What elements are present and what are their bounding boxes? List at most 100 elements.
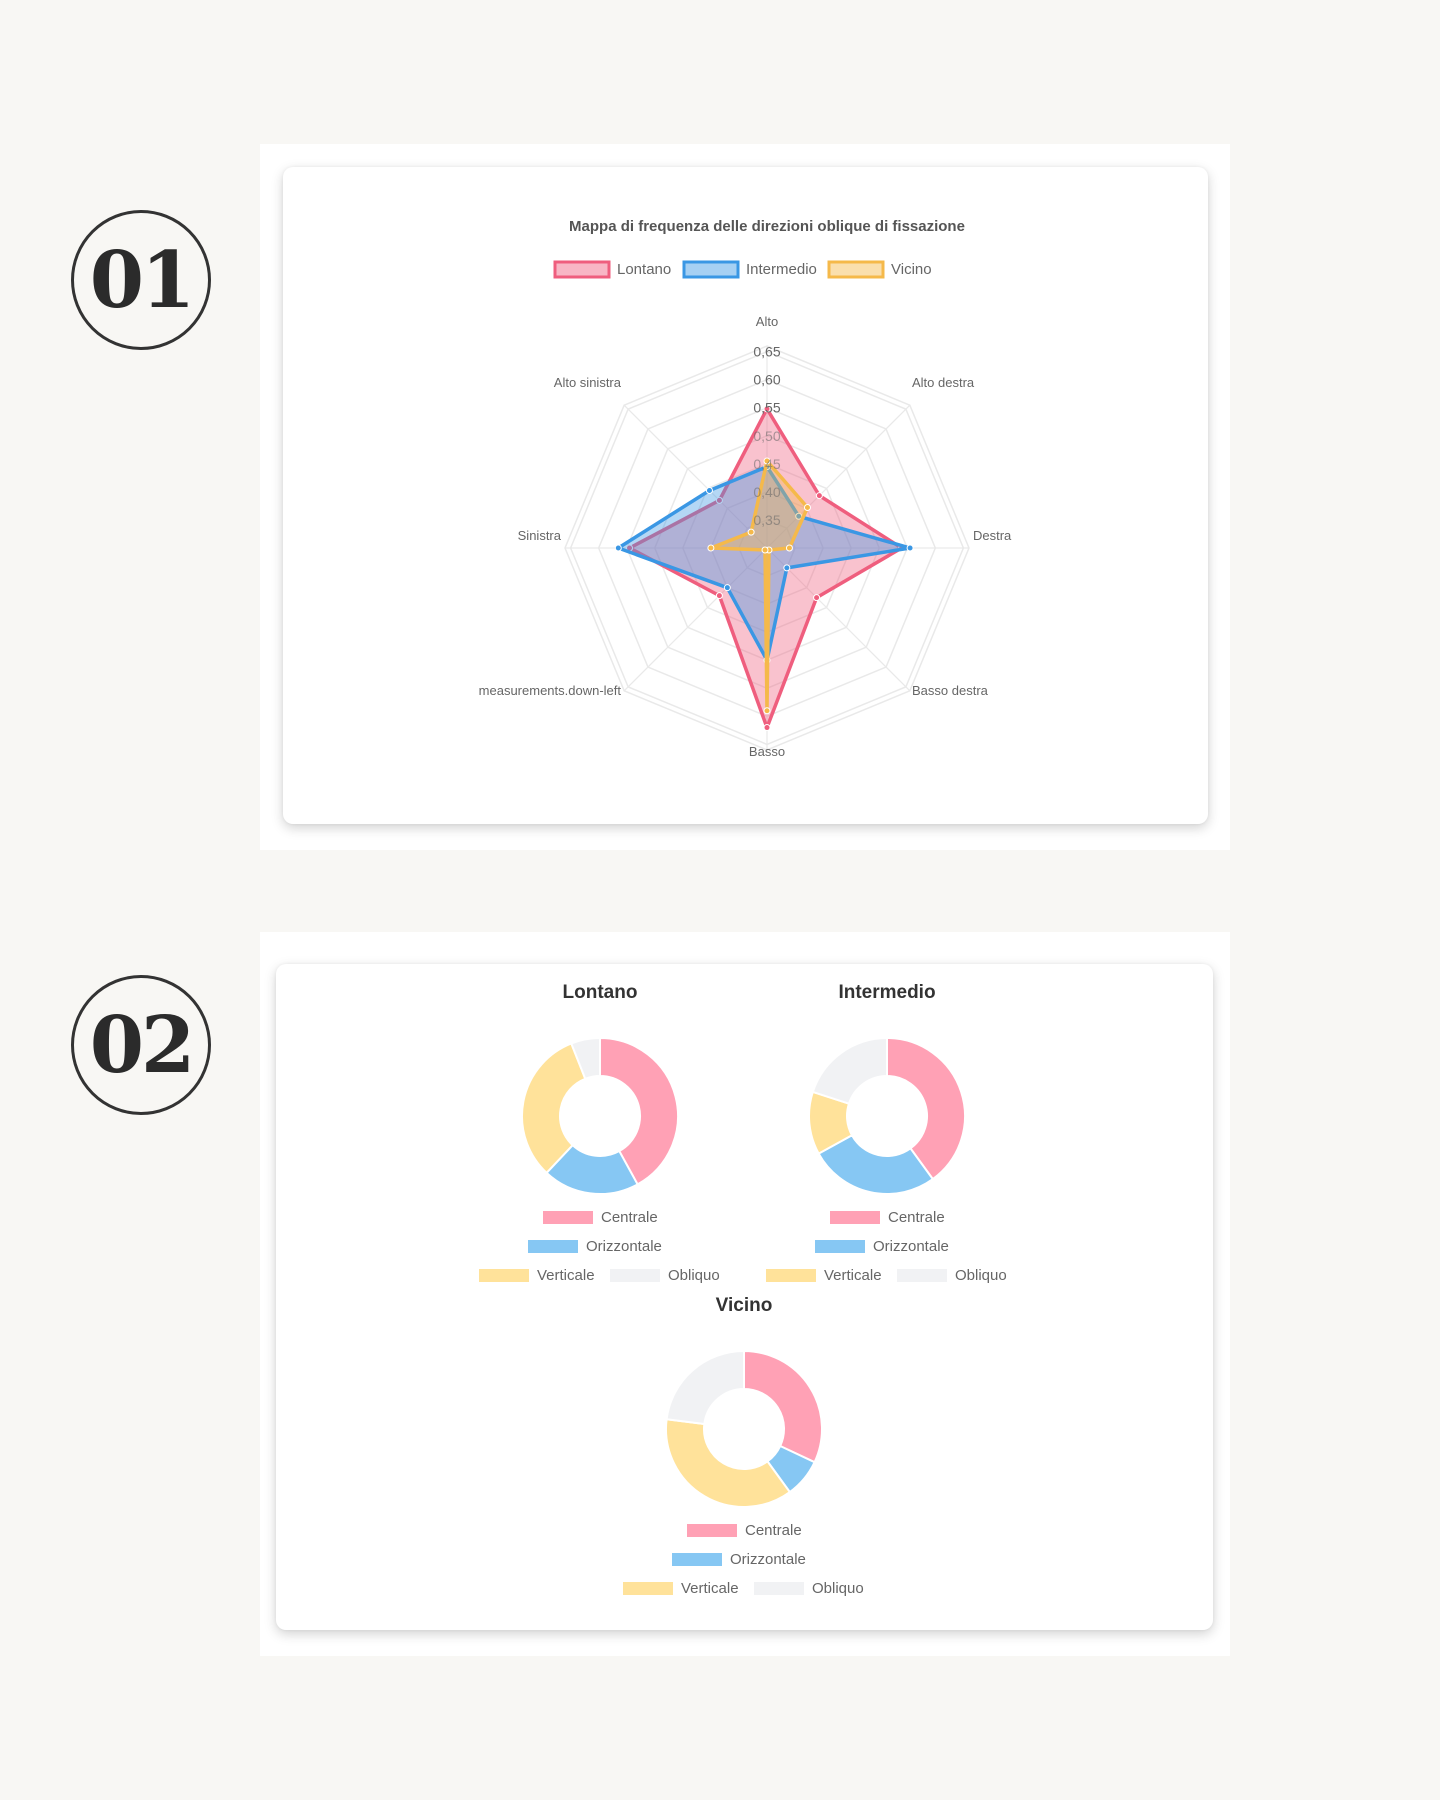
radar-axis-label-alto: Alto: [756, 314, 778, 329]
donut-legend-item-centrale[interactable]: Centrale: [687, 1522, 802, 1539]
radar-axis-label-destra: Destra: [973, 528, 1012, 543]
donut-legend-label: Centrale: [888, 1209, 945, 1226]
radar-point[interactable]: [763, 405, 771, 413]
radar-spoke: [623, 404, 768, 549]
radar-tick-label: 0,55: [753, 400, 780, 416]
donut-legend-item-orizzontale[interactable]: Orizzontale: [815, 1238, 949, 1255]
legend-label: Lontano: [617, 261, 671, 278]
donut-legend-swatch: [479, 1269, 529, 1282]
radar-point[interactable]: [705, 486, 713, 494]
donut-legend-item-centrale[interactable]: Centrale: [543, 1209, 658, 1226]
radar-point[interactable]: [715, 592, 723, 600]
radar-axis-label-alto-destra: Alto destra: [912, 375, 975, 390]
legend-label: Vicino: [891, 261, 932, 278]
radar-point[interactable]: [815, 492, 823, 500]
donut-slice-obliquo[interactable]: [665, 1349, 745, 1426]
donut-legend-item-centrale[interactable]: Centrale: [830, 1209, 945, 1226]
donut-legend-swatch: [672, 1553, 722, 1566]
donut-title: Vicino: [716, 1295, 773, 1316]
radar-point[interactable]: [761, 546, 769, 554]
donut-legend-swatch: [815, 1240, 865, 1253]
legend-swatch: [682, 260, 740, 279]
donut-legend-item-obliquo[interactable]: Obliquo: [610, 1267, 720, 1284]
donut-title: Intermedio: [838, 982, 935, 1003]
radar-axis-label-basso-destra: Basso destra: [912, 683, 989, 698]
legend-swatch: [827, 260, 885, 279]
radar-tick-label: 0,40: [753, 484, 780, 500]
radar-axis-label-measurements-down-left: measurements.down-left: [479, 683, 622, 698]
radar-point[interactable]: [763, 724, 771, 732]
donut-legend-swatch: [754, 1582, 804, 1595]
radar-axis-label-alto-sinistra: Alto sinistra: [554, 375, 622, 390]
radar-point[interactable]: [614, 544, 622, 552]
donut-legend-label: Verticale: [537, 1267, 595, 1284]
donut-chart-vicino: Vicino Centrale Orizzontale Verticale Obliqu…: [623, 1295, 864, 1597]
donut-slice-centrale[interactable]: [743, 1349, 823, 1464]
radar-point[interactable]: [763, 707, 771, 715]
radar-point[interactable]: [715, 496, 723, 504]
radar-series-vicino: [707, 457, 811, 715]
donut-legend-swatch: [766, 1269, 816, 1282]
radar-spoke: [623, 547, 768, 692]
radar-point[interactable]: [747, 528, 755, 536]
donut-legend-swatch: [623, 1582, 673, 1595]
donut-legend-label: Obliquo: [668, 1267, 720, 1284]
donut-legend-swatch: [543, 1211, 593, 1224]
radar-axis-label-sinistra: Sinistra: [518, 528, 562, 543]
radar-tick-label: 0,65: [753, 344, 780, 360]
radar-spoke: [766, 547, 911, 692]
donut-slice-centrale[interactable]: [599, 1036, 679, 1186]
radar-point[interactable]: [763, 457, 771, 465]
radar-title: Mappa di frequenza delle direzioni obliq…: [569, 218, 965, 235]
donut-legend-label: Obliquo: [812, 1580, 864, 1597]
donut-legend-label: Orizzontale: [730, 1551, 806, 1568]
donut-slice-obliquo[interactable]: [569, 1036, 601, 1081]
donut-legend-item-verticale[interactable]: Verticale: [479, 1267, 595, 1284]
section-number-badge-01: 01: [71, 210, 211, 350]
donut-legend-label: Verticale: [681, 1580, 739, 1597]
radar-axis-label-basso: Basso: [749, 744, 785, 759]
radar-point[interactable]: [803, 504, 811, 512]
radar-point[interactable]: [707, 544, 715, 552]
legend-label: Intermedio: [746, 261, 817, 278]
donut-legend-swatch: [830, 1211, 880, 1224]
radar-point[interactable]: [906, 544, 914, 552]
donut-legend-swatch: [610, 1269, 660, 1282]
radar-point[interactable]: [813, 594, 821, 602]
donut-legend-label: Orizzontale: [586, 1238, 662, 1255]
donut-legend-item-verticale[interactable]: Verticale: [766, 1267, 882, 1284]
donut-slice-orizzontale[interactable]: [817, 1133, 935, 1195]
donut-slice-verticale[interactable]: [521, 1042, 587, 1175]
donut-legend-label: Obliquo: [955, 1267, 1007, 1284]
radar-tick-label: 0,50: [753, 428, 780, 444]
donut-legend-item-orizzontale[interactable]: Orizzontale: [528, 1238, 662, 1255]
donut-legend-item-obliquo[interactable]: Obliquo: [754, 1580, 864, 1597]
legend-item-vicino[interactable]: Vicino: [827, 260, 932, 279]
legend-item-intermedio[interactable]: Intermedio: [682, 260, 817, 279]
donut-legend-item-verticale[interactable]: Verticale: [623, 1580, 739, 1597]
donut-legend-label: Centrale: [601, 1209, 658, 1226]
radar-point[interactable]: [723, 584, 731, 592]
radar-spoke: [766, 404, 911, 549]
donut-slice-verticale[interactable]: [665, 1418, 792, 1508]
donut-legend-label: Orizzontale: [873, 1238, 949, 1255]
donut-slice-obliquo[interactable]: [811, 1036, 888, 1105]
radar-point[interactable]: [785, 544, 793, 552]
donut-slice-centrale[interactable]: [886, 1036, 966, 1181]
radar-point[interactable]: [783, 564, 791, 572]
donut-chart-intermedio: Intermedio Centrale Orizzontale Verticale Ob…: [766, 982, 1007, 1284]
donut-legend-label: Centrale: [745, 1522, 802, 1539]
legend-item-lontano[interactable]: Lontano: [553, 260, 671, 279]
radar-chart-card: [283, 167, 1208, 824]
legend-swatch: [553, 260, 611, 279]
radar-tick-label: 0,35: [753, 512, 780, 528]
section-number-badge-02: 02: [71, 975, 211, 1115]
donut-legend-swatch: [897, 1269, 947, 1282]
donut-charts-card: [276, 964, 1213, 1630]
radar-tick-label: 0,45: [753, 456, 780, 472]
donut-chart-lontano: Lontano Centrale Orizzontale Verticale Obliq…: [479, 982, 720, 1284]
donut-legend-item-orizzontale[interactable]: Orizzontale: [672, 1551, 806, 1568]
donut-legend-item-obliquo[interactable]: Obliquo: [897, 1267, 1007, 1284]
